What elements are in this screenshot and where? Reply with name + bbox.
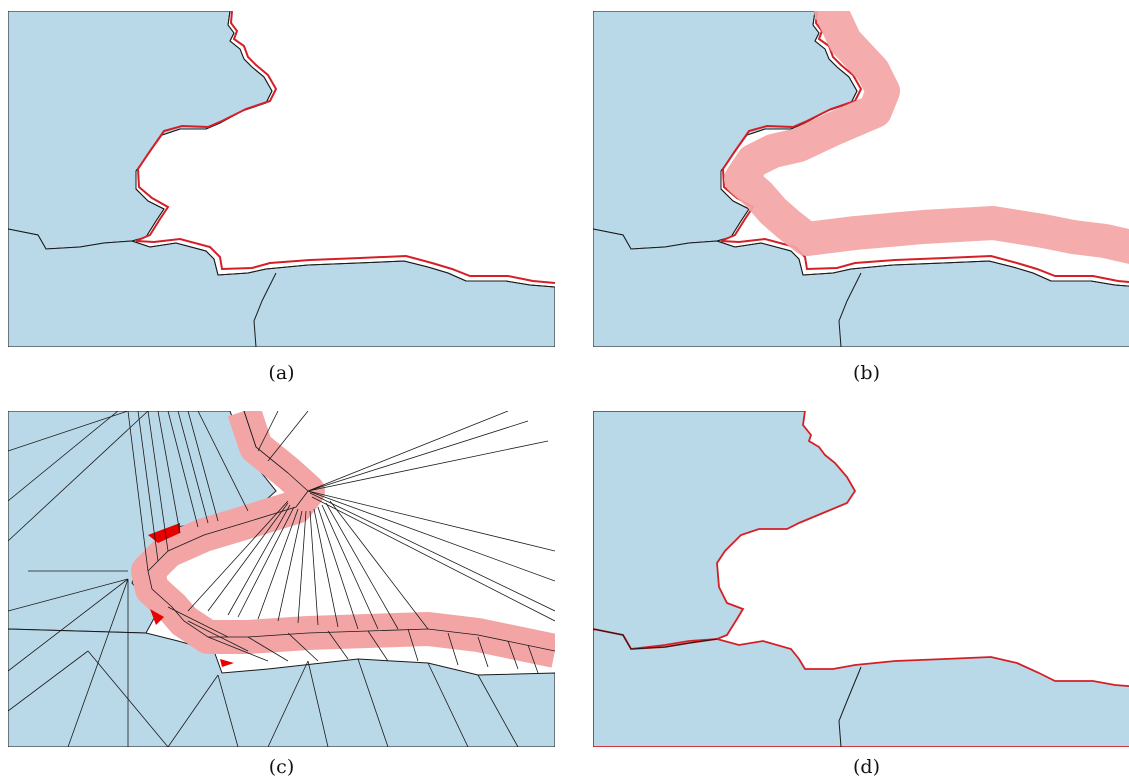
border-west — [593, 628, 718, 650]
caption-a: (a) — [268, 362, 295, 384]
sliver-low — [220, 659, 234, 667]
buffer-outline — [147, 411, 555, 652]
land-region-upper — [593, 411, 857, 650]
sliver-left — [148, 523, 180, 543]
coastline-map-b — [593, 11, 1129, 347]
panel-c — [8, 411, 555, 747]
caption-d: (d) — [853, 756, 880, 778]
panel-b — [593, 11, 1129, 347]
coastline-map-d — [593, 411, 1129, 747]
coastline-map-a — [8, 11, 555, 347]
caption-c: (c) — [268, 756, 295, 778]
panel-d — [593, 411, 1129, 747]
triangulation-map-c — [8, 411, 555, 747]
sliver-mid — [150, 609, 164, 625]
border-south — [838, 666, 862, 747]
panel-a — [8, 11, 555, 347]
buffer-band — [724, 11, 1129, 264]
caption-b: (b) — [853, 362, 880, 384]
triangulation-mesh — [8, 411, 555, 747]
